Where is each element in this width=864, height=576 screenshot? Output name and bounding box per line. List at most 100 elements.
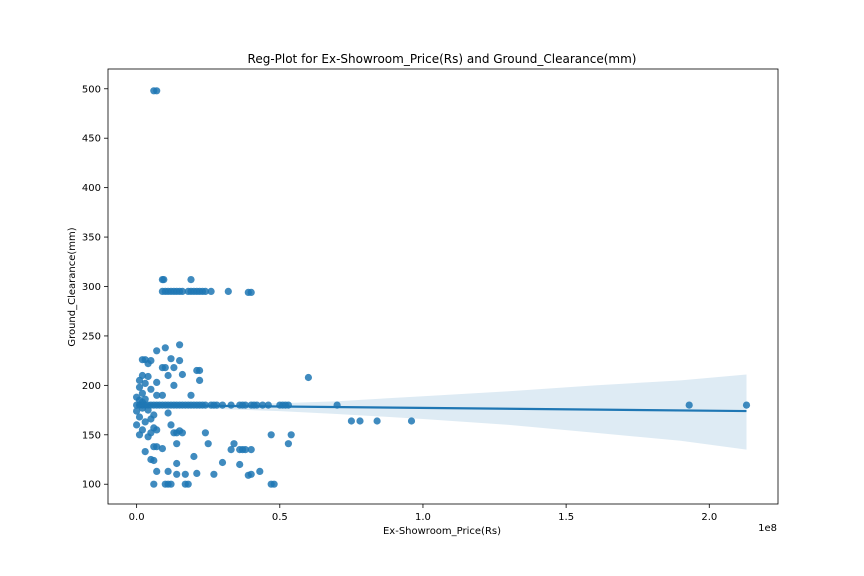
y-tick-label: 250: [82, 331, 101, 342]
scatter-point: [270, 480, 278, 488]
scatter-point: [161, 364, 169, 372]
scatter-point: [173, 440, 181, 448]
scatter-point: [176, 357, 184, 365]
scatter-point: [178, 287, 186, 295]
scatter-point: [224, 287, 232, 295]
y-tick-label: 300: [82, 282, 101, 293]
scatter-point: [204, 440, 212, 448]
scatter-point: [241, 446, 249, 454]
scatter-point: [153, 467, 161, 475]
plot-area: [133, 87, 751, 488]
scatter-point: [144, 406, 152, 414]
scatter-point: [230, 440, 238, 448]
scatter-point: [135, 376, 144, 384]
scatter-point: [164, 371, 172, 380]
scatter-point: [304, 373, 312, 382]
scatter-point: [167, 421, 175, 429]
y-tick-label: 100: [82, 480, 101, 491]
scatter-point: [141, 379, 149, 387]
scatter-point: [196, 366, 204, 375]
scatter-point: [153, 378, 161, 386]
x-tick-label: 1.0: [415, 512, 431, 523]
y-axis: 100 150 200 250 300 350 400 450 500: [82, 84, 108, 491]
scatter-point: [187, 391, 195, 399]
scatter-point: [144, 360, 152, 368]
scatter-point: [178, 370, 186, 379]
x-axis-offset-label: 1e8: [758, 523, 777, 534]
confidence-band: [136, 374, 747, 450]
scatter-point: [135, 413, 144, 421]
scatter-point: [173, 470, 181, 478]
y-tick-label: 200: [82, 381, 101, 392]
scatter-point: [144, 372, 152, 381]
scatter-point: [178, 429, 186, 437]
scatter-point: [236, 460, 244, 469]
x-tick-label: 0.0: [129, 512, 145, 523]
y-tick-label: 450: [82, 134, 101, 145]
scatter-point: [153, 347, 161, 355]
scatter-point: [138, 389, 146, 397]
x-axis: 0.0 0.5 1.0 1.5 2.0: [129, 504, 717, 523]
y-tick-label: 350: [82, 233, 101, 244]
scatter-point: [153, 87, 161, 95]
scatter-point: [190, 452, 198, 461]
scatter-point: [284, 440, 292, 448]
scatter-point: [141, 418, 149, 426]
scatter-point: [147, 415, 155, 423]
x-axis-label: Ex-Showroom_Price(Rs): [383, 526, 501, 537]
scatter-point: [184, 480, 192, 488]
chart-title: Reg-Plot for Ex-Showroom_Price(Rs) and G…: [248, 52, 637, 66]
scatter-point: [135, 431, 144, 439]
x-tick-label: 1.5: [558, 512, 574, 523]
scatter-point: [176, 341, 184, 349]
scatter-point: [135, 383, 144, 391]
scatter-point: [141, 448, 149, 456]
scatter-point: [158, 445, 166, 453]
scatter-point: [150, 480, 158, 488]
scatter-point: [247, 470, 255, 478]
scatter-point: [193, 469, 201, 477]
scatter-point: [164, 409, 172, 417]
regression-line: [136, 404, 747, 413]
scatter-point: [153, 443, 161, 451]
scatter-point: [181, 470, 189, 478]
scatter-point: [207, 287, 215, 295]
x-tick-label: 2.0: [701, 512, 717, 523]
scatter-point: [161, 344, 169, 352]
scatter-point: [227, 446, 235, 454]
scatter-point: [356, 417, 364, 425]
scatter-point: [153, 426, 161, 434]
y-axis-label: Ground_Clearance(mm): [67, 227, 78, 346]
y-tick-label: 150: [82, 430, 101, 441]
scatter-point: [144, 433, 152, 441]
scatter-point: [150, 456, 158, 465]
scatter-point: [287, 431, 295, 439]
y-tick-label: 400: [82, 183, 101, 194]
scatter-point: [267, 431, 275, 439]
scatter-point: [133, 407, 141, 415]
scatter-point: [167, 480, 175, 488]
scatter-point: [201, 429, 209, 437]
y-tick-label: 500: [82, 84, 101, 95]
scatter-point: [247, 288, 255, 296]
scatter-point: [164, 467, 172, 475]
scatter-point: [170, 364, 178, 372]
scatter-point: [201, 287, 209, 295]
scatter-point: [170, 381, 178, 389]
scatter-point: [247, 446, 255, 454]
scatter-point: [196, 376, 204, 384]
scatter-point: [158, 391, 166, 399]
scatter-point: [187, 276, 195, 284]
x-tick-label: 0.5: [272, 512, 288, 523]
scatter-point: [210, 470, 218, 478]
scatter-point: [147, 385, 155, 393]
scatter-point: [347, 417, 355, 425]
scatter-point: [153, 391, 161, 399]
scatter-point: [133, 421, 141, 429]
scatter-point: [160, 276, 168, 284]
scatter-point: [373, 417, 381, 425]
scatter-point: [218, 458, 227, 467]
scatter-point: [256, 467, 264, 475]
scatter-point: [173, 459, 181, 468]
